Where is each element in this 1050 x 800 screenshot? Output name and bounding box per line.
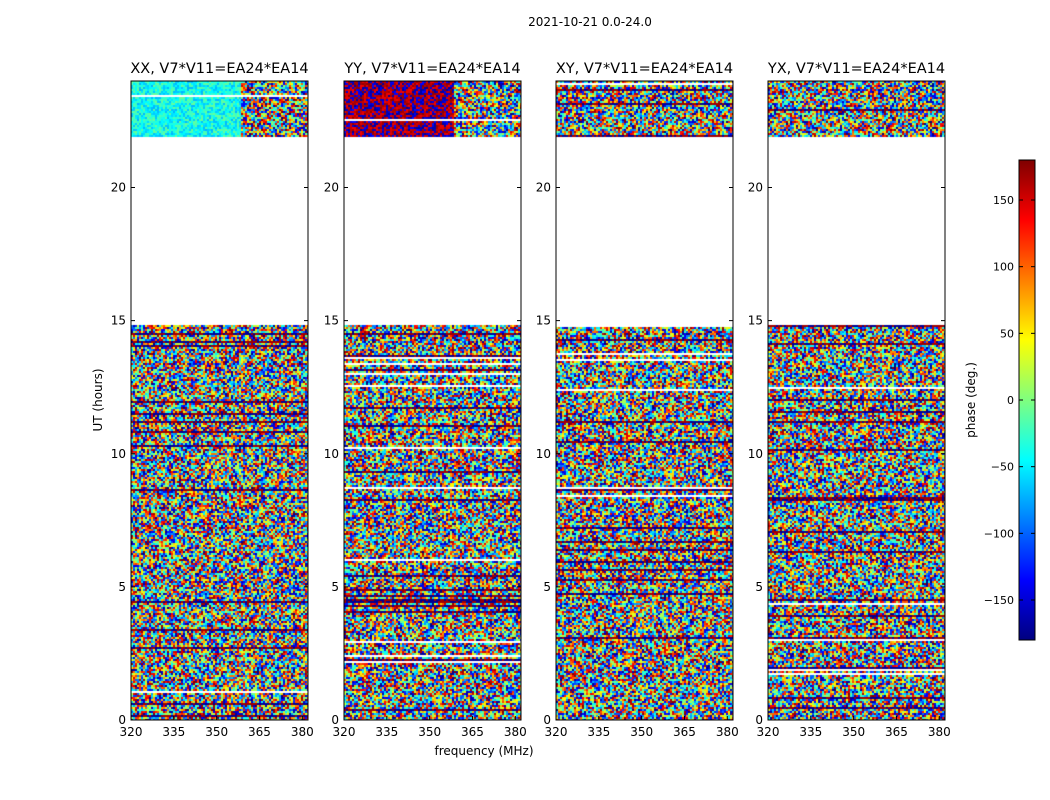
colorbar-label: phase (deg.) xyxy=(964,362,978,438)
y-tick-label: 5 xyxy=(755,580,763,594)
colorbar: −150 −100 −50 0 50 100 150 xyxy=(984,159,1036,641)
axes-frame xyxy=(130,80,309,721)
y-tick-label: 15 xyxy=(536,314,551,328)
colorbar-tick-label: 50 xyxy=(1000,327,1014,340)
x-tick-label: 380 xyxy=(291,725,314,739)
heatmap xyxy=(131,81,308,720)
x-tick-label: 365 xyxy=(885,725,908,739)
y-tick-label: 10 xyxy=(324,447,339,461)
colorbar-tick-label: 0 xyxy=(1007,394,1014,407)
colorbar-tick-label: 100 xyxy=(993,261,1014,274)
colorbar-tick-label: −50 xyxy=(991,461,1014,474)
y-tick-label: 10 xyxy=(536,447,551,461)
panel-title: XY, V7*V11=EA24*EA14 xyxy=(556,61,733,77)
colorbar-tick-label: −100 xyxy=(984,527,1014,540)
y-tick-label: 20 xyxy=(748,181,763,195)
panel-yy: YY, V7*V11=EA24*EA14 320 335 350 365 380 0 5 10 1… xyxy=(324,61,527,739)
y-axis-label: UT (hours) xyxy=(91,368,105,431)
panel-xy: XY, V7*V11=EA24*EA14 320 335 350 365 380 0 5 10 1… xyxy=(536,61,739,739)
x-tick-label: 320 xyxy=(757,725,780,739)
x-tick-label: 365 xyxy=(673,725,696,739)
y-tick-label: 0 xyxy=(755,713,763,727)
x-tick-label: 380 xyxy=(928,725,951,739)
x-tick-label: 335 xyxy=(587,725,610,739)
x-tick-label: 335 xyxy=(799,725,822,739)
y-tick-label: 0 xyxy=(118,713,126,727)
panels: XX, V7*V11=EA24*EA14 320 335 350 365 380 0 5 10 1… xyxy=(111,61,951,739)
y-tick-label: 10 xyxy=(748,447,763,461)
y-tick-label: 20 xyxy=(536,181,551,195)
x-tick-label: 335 xyxy=(375,725,398,739)
x-tick-label: 320 xyxy=(120,725,143,739)
y-tick-label: 15 xyxy=(324,314,339,328)
heatmap xyxy=(344,81,521,720)
y-tick-label: 10 xyxy=(111,447,126,461)
y-tick-label: 15 xyxy=(111,314,126,328)
x-tick-label: 335 xyxy=(162,725,185,739)
heatmap xyxy=(768,81,945,720)
x-tick-label: 350 xyxy=(418,725,441,739)
x-tick-label: 350 xyxy=(205,725,228,739)
x-axis-label: frequency (MHz) xyxy=(434,744,533,758)
colorbar-tick-label: 150 xyxy=(993,194,1014,207)
y-tick-label: 5 xyxy=(331,580,339,594)
x-tick-label: 350 xyxy=(630,725,653,739)
y-tick-label: 0 xyxy=(331,713,339,727)
heatmap xyxy=(556,81,733,720)
colorbar-tick-label: −150 xyxy=(984,594,1014,607)
figure-title: 2021-10-21 0.0-24.0 xyxy=(528,15,652,29)
axes-frame xyxy=(343,80,522,721)
panel-title: YX, V7*V11=EA24*EA14 xyxy=(767,61,945,77)
y-tick-label: 0 xyxy=(543,713,551,727)
y-tick-label: 20 xyxy=(111,181,126,195)
x-tick-label: 320 xyxy=(545,725,568,739)
axes-frame xyxy=(555,80,734,721)
x-tick-label: 320 xyxy=(333,725,356,739)
x-tick-label: 365 xyxy=(461,725,484,739)
x-tick-label: 365 xyxy=(248,725,271,739)
y-tick-label: 5 xyxy=(543,580,551,594)
panel-yx: YX, V7*V11=EA24*EA14 320 335 350 365 380 0 5 10 1… xyxy=(748,61,951,739)
y-tick-label: 20 xyxy=(324,181,339,195)
axes-frame xyxy=(767,80,946,721)
x-tick-label: 380 xyxy=(716,725,739,739)
panel-title: XX, V7*V11=EA24*EA14 xyxy=(130,61,308,77)
x-tick-label: 350 xyxy=(842,725,865,739)
panel-xx: XX, V7*V11=EA24*EA14 320 335 350 365 380 0 5 10 1… xyxy=(111,61,314,739)
panel-title: YY, V7*V11=EA24*EA14 xyxy=(343,61,520,77)
y-tick-label: 5 xyxy=(118,580,126,594)
x-tick-label: 380 xyxy=(504,725,527,739)
y-tick-label: 15 xyxy=(748,314,763,328)
